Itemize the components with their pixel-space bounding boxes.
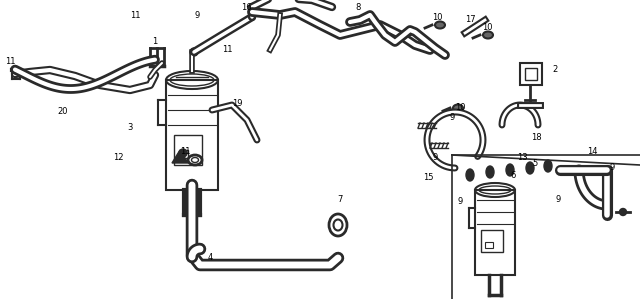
Ellipse shape bbox=[544, 160, 552, 172]
Text: 20: 20 bbox=[58, 108, 68, 117]
Ellipse shape bbox=[466, 169, 474, 181]
Text: 10: 10 bbox=[432, 13, 442, 22]
Text: 8: 8 bbox=[355, 4, 361, 13]
Text: 11: 11 bbox=[130, 10, 140, 19]
Text: 10: 10 bbox=[482, 24, 492, 33]
Text: 10: 10 bbox=[455, 103, 465, 112]
Ellipse shape bbox=[190, 48, 198, 56]
Text: 1: 1 bbox=[152, 37, 157, 47]
Text: 12: 12 bbox=[113, 152, 124, 161]
Bar bbox=[481, 230, 503, 252]
Text: 9: 9 bbox=[449, 114, 454, 123]
Text: 9: 9 bbox=[556, 196, 561, 205]
Bar bbox=[475, 190, 515, 275]
Ellipse shape bbox=[506, 164, 514, 176]
Text: 13: 13 bbox=[516, 153, 527, 162]
Ellipse shape bbox=[483, 31, 493, 39]
Bar bbox=[520, 63, 542, 85]
Polygon shape bbox=[172, 150, 188, 163]
Text: 6: 6 bbox=[510, 170, 516, 179]
Bar bbox=[485, 242, 493, 248]
Ellipse shape bbox=[486, 166, 494, 178]
Text: 14: 14 bbox=[587, 147, 597, 156]
Text: 4: 4 bbox=[207, 254, 212, 263]
Text: 11: 11 bbox=[4, 57, 15, 66]
Text: 16: 16 bbox=[241, 4, 252, 13]
Text: 11: 11 bbox=[221, 45, 232, 54]
Text: 17: 17 bbox=[465, 16, 476, 25]
Text: 19: 19 bbox=[232, 98, 243, 108]
Bar bbox=[525, 68, 537, 80]
Text: 11: 11 bbox=[180, 147, 190, 155]
Text: 9: 9 bbox=[195, 11, 200, 21]
Ellipse shape bbox=[435, 22, 445, 28]
Text: 5: 5 bbox=[532, 158, 538, 167]
Text: 9: 9 bbox=[609, 164, 614, 173]
Ellipse shape bbox=[620, 208, 627, 216]
Text: 9: 9 bbox=[458, 198, 463, 207]
Text: 15: 15 bbox=[423, 173, 433, 182]
Bar bbox=[174, 135, 202, 165]
Text: 9: 9 bbox=[433, 152, 438, 161]
Text: 3: 3 bbox=[127, 123, 132, 132]
Ellipse shape bbox=[179, 149, 187, 157]
Text: 2: 2 bbox=[552, 65, 557, 74]
Text: 18: 18 bbox=[531, 133, 541, 143]
Ellipse shape bbox=[526, 162, 534, 174]
Ellipse shape bbox=[453, 104, 463, 112]
Text: 7: 7 bbox=[337, 196, 342, 205]
Bar bbox=[180, 150, 188, 158]
Bar bbox=[166, 80, 218, 190]
